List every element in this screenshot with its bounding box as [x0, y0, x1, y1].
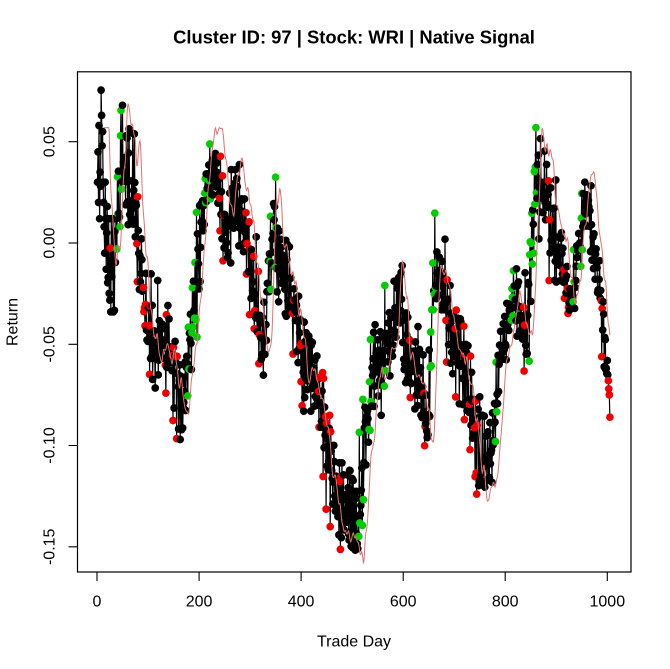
- svg-text:600: 600: [390, 594, 417, 611]
- svg-text:1000: 1000: [590, 594, 626, 611]
- svg-text:-0.10: -0.10: [41, 427, 58, 464]
- svg-text:Cluster ID: 97 | Stock: WRI |: Cluster ID: 97 | Stock: WRI | Native Sig…: [173, 27, 535, 48]
- svg-text:400: 400: [288, 594, 315, 611]
- svg-text:0.00: 0.00: [41, 227, 58, 258]
- svg-text:200: 200: [186, 594, 213, 611]
- svg-text:Trade Day: Trade Day: [317, 633, 391, 650]
- svg-text:Return: Return: [4, 298, 21, 346]
- svg-text:0.05: 0.05: [41, 126, 58, 157]
- svg-text:800: 800: [492, 594, 519, 611]
- svg-text:-0.05: -0.05: [41, 326, 58, 363]
- svg-text:-0.15: -0.15: [41, 528, 58, 565]
- svg-text:0: 0: [93, 594, 102, 611]
